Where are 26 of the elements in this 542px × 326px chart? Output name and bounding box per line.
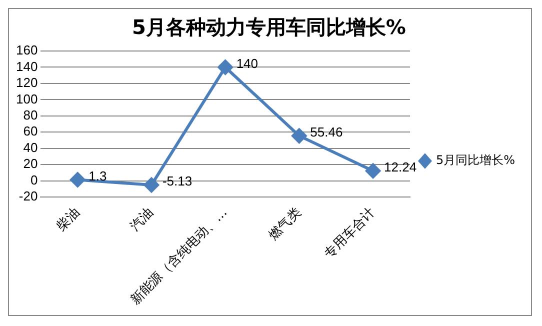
data-label: 140 — [236, 56, 258, 71]
y-tick-label: -20 — [18, 188, 38, 204]
y-tick-label: 160 — [16, 42, 38, 58]
y-tick-label: 140 — [16, 58, 38, 74]
legend-label: 5月同比增长% — [436, 153, 516, 168]
y-tick-label: 100 — [16, 91, 38, 106]
chart-title: 5月各种动力专用车同比增长% — [132, 15, 406, 40]
data-label: -5.13 — [162, 174, 192, 189]
point — [292, 128, 307, 144]
x-tick-label: 汽油 — [128, 205, 157, 234]
point — [366, 163, 381, 178]
point — [218, 60, 233, 75]
y-tick-label: 20 — [23, 156, 38, 172]
data-label: 12.24 — [384, 159, 417, 174]
x-tick-label: 柴油 — [54, 205, 83, 234]
point — [70, 172, 86, 188]
y-tick-label: 0 — [30, 172, 38, 188]
y-tick-label: 80 — [23, 107, 38, 122]
data-label: 55.46 — [310, 124, 343, 140]
x-tick-label: 燃气类 — [266, 205, 304, 244]
x-tick-label: 专用车合计 — [322, 205, 378, 262]
y-tick-label: 40 — [23, 140, 38, 155]
y-tick-label: 60 — [23, 124, 38, 139]
data-label: 1.3 — [88, 168, 107, 184]
y-tick-label: 120 — [16, 75, 38, 90]
point — [144, 177, 159, 192]
